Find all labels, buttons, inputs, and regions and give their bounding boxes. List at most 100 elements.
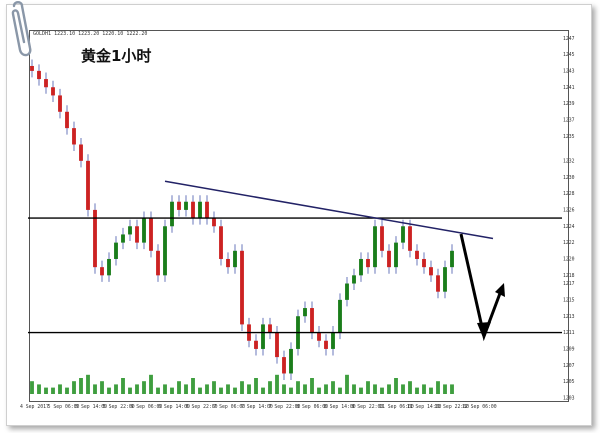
x-tick-label: 5 Sep 06:00 [48, 404, 80, 410]
candle-body [303, 308, 307, 317]
y-tick-label: 1239 [563, 101, 575, 107]
candle-body [184, 201, 188, 210]
y-tick-label: 1203 [563, 396, 575, 402]
candle-body [436, 275, 440, 292]
volume-bar [65, 387, 69, 394]
y-tick-label: 1247 [563, 36, 575, 42]
x-tick-label: 8 Sep 06:00 [296, 404, 328, 410]
volume-bar [219, 387, 223, 394]
x-tick-label: 4 Sep 2017 [20, 404, 49, 410]
volume-bar [163, 384, 167, 394]
volume-bar [331, 381, 335, 394]
candle-body [359, 258, 363, 276]
volume-bar [142, 381, 146, 394]
candle-body [408, 226, 412, 251]
plot-area [29, 30, 569, 402]
volume-bar [149, 374, 153, 394]
volume-bar [310, 378, 314, 394]
projection-path [459, 233, 504, 342]
volume-bar [226, 384, 230, 394]
volume-bar [191, 378, 195, 394]
y-tick-label: 1237 [563, 118, 575, 124]
volume-bar [261, 387, 265, 394]
trendline [164, 180, 494, 240]
arrow-down-icon [477, 322, 491, 340]
volume-bar [30, 381, 34, 394]
volume-bar [170, 387, 174, 394]
y-tick-label: 1235 [563, 134, 575, 140]
candle-body [177, 201, 181, 210]
volume-bar [135, 384, 139, 394]
candle-body [121, 234, 125, 243]
y-tick-label: 1209 [563, 347, 575, 353]
arrow-up-icon [495, 283, 505, 297]
volume-bar [233, 387, 237, 394]
volume-bar [79, 378, 83, 394]
candle-body [30, 65, 34, 71]
y-tick-label: 1217 [563, 281, 575, 287]
candle-body [86, 160, 90, 210]
candle-body [380, 226, 384, 251]
volume-bar [268, 381, 272, 394]
volume-bar [205, 384, 209, 394]
volume-bar [177, 381, 181, 394]
y-tick-label: 1232 [563, 158, 575, 164]
x-tick-label: 6 Sep 06:00 [131, 404, 163, 410]
candle-body [310, 308, 314, 333]
volume-bar [422, 384, 426, 394]
candle-body [198, 201, 202, 219]
volume-bar [380, 387, 384, 394]
candle-body [261, 324, 265, 349]
volume-bar [93, 384, 97, 394]
volume-bar [58, 384, 62, 394]
candle-body [156, 250, 160, 276]
volume-bar [114, 384, 118, 394]
volume-bar [156, 387, 160, 394]
y-tick-label: 1215 [563, 297, 575, 303]
candle-body [205, 201, 209, 219]
volume-bar [184, 384, 188, 394]
candle-body [331, 332, 335, 349]
x-tick-label: 8 Sep 22:00 [352, 404, 384, 410]
y-tick-label: 1218 [563, 273, 575, 279]
chart-title: 黄金1小时 [81, 47, 152, 65]
y-tick-label: 1226 [563, 208, 575, 214]
candle-body [65, 111, 69, 129]
candle-body [233, 250, 237, 268]
chart-frame: GOLDH1 1223.10 1223.20 1220.10 1222.20 黄… [6, 4, 592, 426]
x-tick-label: 11 Sep 14:00 [407, 404, 442, 410]
x-tick-label: 7 Sep 06:00 [213, 404, 245, 410]
candle-body [429, 267, 433, 276]
candle-body [191, 201, 195, 219]
x-tick-label: 7 Sep 22:00 [269, 404, 301, 410]
candle-body [51, 87, 55, 96]
x-tick-label: 11 Sep 22:00 [434, 404, 469, 410]
volume-bar [443, 384, 447, 394]
candle-body [373, 226, 377, 268]
candle-body [149, 218, 153, 251]
volume-bar [366, 381, 370, 394]
candle-body [240, 250, 244, 325]
candle-body [135, 226, 139, 243]
candle-body [401, 226, 405, 243]
candle-body [219, 226, 223, 259]
volume-bar [324, 384, 328, 394]
volume-bar [373, 384, 377, 394]
volume-bar [436, 381, 440, 394]
volume-bar [44, 387, 48, 394]
volume-bar [254, 378, 258, 394]
candle-body [443, 267, 447, 292]
x-tick-label: 5 Sep 22:00 [103, 404, 135, 410]
candle-body [275, 332, 279, 358]
volume-bar [352, 384, 356, 394]
candle-body [170, 201, 174, 227]
candle-body [93, 209, 97, 268]
volume-bar [121, 378, 125, 394]
volume-bar [408, 381, 412, 394]
x-tick-label: 5 Sep 14:00 [75, 404, 107, 410]
x-tick-label: 11 Sep 06:00 [379, 404, 414, 410]
candle-body [345, 283, 349, 300]
y-tick-label: 1243 [563, 68, 575, 74]
y-tick-label: 1213 [563, 314, 575, 320]
paperclip-icon [11, 1, 32, 57]
